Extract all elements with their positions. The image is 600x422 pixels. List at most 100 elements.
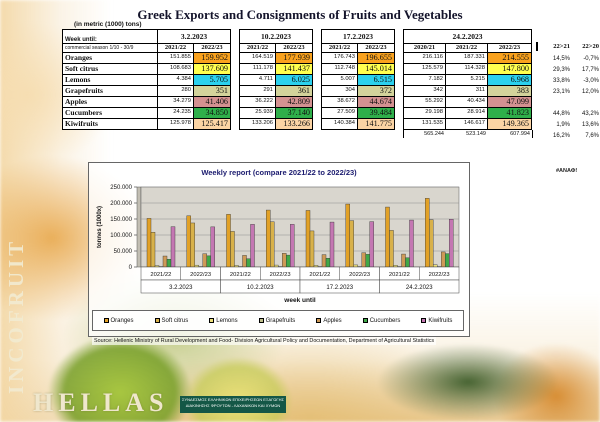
row-label: Lemons [62,74,158,86]
hellas-wordmark: HELLAS [33,388,169,417]
percent-row: 23,1% 12,0% [541,86,599,97]
value-cell: 108.683 [157,63,194,75]
percent-column: 14,5% -0,7% 29,3% 17,7% 33,8% -3,0% 23,1% 12,0%… [541,53,599,141]
pct-22-21: 1,9% [556,121,570,128]
chart-legend: Oranges Soft citrus Lemons Grapefruits Apple… [92,310,464,331]
table-gap [394,85,404,97]
pct-22-20: 17,7% [581,66,599,73]
svg-text:100.000: 100.000 [110,233,132,239]
table-gap [312,107,322,119]
season-header: 2021/22 [445,43,488,53]
value-cell: 4.711 [239,74,276,86]
value-cell-highlight: 42.809 [275,96,313,108]
table-row: Apples 34.279 41.406 36.222 42.809 38.672 44.6… [62,96,532,108]
percent-row: 44,8% 43,2% [541,108,599,119]
row-label: Cucumbers [62,107,158,119]
svg-text:200.000: 200.000 [110,201,132,207]
date-header: 3.2.2023 [157,29,231,44]
legend-label: Grapefruits [265,317,296,324]
table-gap [394,52,404,64]
pct-22-21: 44,8% [552,110,570,117]
pct-22-21: 14,5% [552,55,570,62]
table-gap [312,63,322,75]
percent-row: 14,5% -0,7% [541,53,599,64]
value-cell-highlight: 6.025 [275,74,313,86]
pct-22-20: 13,6% [581,121,599,128]
source-note: Source: Hellenic Ministry of Rural Devel… [92,337,437,345]
value-cell: 111.178 [239,63,276,75]
season-note: commercial season 1/10 - 30/9 [62,43,158,53]
legend-item: Oranges [103,318,134,324]
legend-item: Soft citrus [154,317,189,324]
value-cell: 7.182 [403,74,446,86]
lemons-swatch-icon [209,318,215,323]
table-gap [230,63,240,75]
table-gap [394,63,404,75]
value-cell-highlight: 41.823 [487,107,532,119]
value-cell: 112.748 [321,63,358,75]
table-row: Oranges 151.855 159.952 164.519 177.939 176.7… [62,52,532,64]
svg-text:2021/22: 2021/22 [389,272,410,278]
value-cell: 28.914 [445,107,488,119]
percent-row: 1,9% 13,6% [541,119,599,130]
table-row: Lemons 4.384 5.705 4.711 6.025 5.007 6.515 7.18… [62,74,532,86]
total-value: 523.149 [466,131,486,137]
table-gap [394,107,404,119]
svg-text:2021/22: 2021/22 [230,272,251,278]
soft-citrus-swatch-icon [154,318,160,323]
value-cell: 34.279 [157,96,194,108]
svg-text:0: 0 [129,265,133,271]
date-header: 17.2.2023 [321,29,395,44]
percent-row: 29,3% 17,7% [541,64,599,75]
value-cell: 151.855 [157,52,194,64]
bar-chart-plot: 0 50.000 100.000 150.000 200.000 250.000 tonne… [97,185,460,304]
grapefruits-swatch-icon [258,318,264,323]
value-cell-highlight: 44.674 [357,96,395,108]
association-name-box: ΣΥΝΔΕΣΜΟΣ ΕΛΛΗΝΙΚΩΝ ΕΠΙΧΕΙΡΗΣΕΩΝ ΕΞΑΓΩΓΗ… [180,396,286,413]
table-gap [394,43,404,53]
table-gap [312,52,322,64]
legend-label: Cucumbers [369,317,401,324]
value-cell: 176.743 [321,52,358,64]
value-cell-highlight: 141.775 [357,118,395,130]
value-cell: 5.007 [321,74,358,86]
season-header: 2020/21 [403,43,446,53]
value-cell-highlight: 125.417 [193,118,231,130]
value-cell-highlight: 177.939 [275,52,313,64]
value-cell: 291 [239,85,276,97]
table-gap [230,29,240,44]
value-cell-highlight: 39.484 [357,107,395,119]
table-row: Cucumbers 24.235 34.850 25.939 37.140 27.509 3… [62,107,532,119]
pct-22-20: -3,0% [583,77,599,84]
pct-22-21: 29,3% [552,66,570,73]
season-header: 2021/22 [321,43,358,53]
value-cell: 311 [445,85,488,97]
pct-total-22-21: 16,2% [552,132,570,139]
table-row: Soft citrus 108.683 137.609 111.178 141.437 1… [62,63,532,75]
svg-text:tonnes (1000x): tonnes (1000x) [97,206,103,248]
table-row: Grapefruits 280 351 291 361 304 372 342 311 383 [62,85,532,97]
value-cell-highlight: 159.952 [193,52,231,64]
value-cell-highlight: 41.406 [193,96,231,108]
table-gap [394,118,404,130]
table-gap [394,96,404,108]
value-cell-highlight: 145.014 [357,63,395,75]
season-header: 2021/22 [157,43,194,53]
value-cell: 280 [157,85,194,97]
value-cell-highlight: 196.655 [357,52,395,64]
percent-headers: 22>21 22>20 [536,42,599,51]
svg-text:17.2.2023: 17.2.2023 [326,285,353,291]
season-header: 2022/23 [193,43,231,53]
table-gap [230,96,240,108]
week-until-label: Week until: [62,29,158,44]
legend-label: Soft citrus [161,317,189,324]
percent-row [541,97,599,108]
total-value: 565.244 [424,131,444,137]
value-cell-highlight: 383 [487,85,532,97]
pct-22-20: 43,2% [581,110,599,117]
table-gap [230,43,240,53]
value-cell: 304 [321,85,358,97]
value-cell: 55.292 [403,96,446,108]
pct-header-22-20: 22>20 [582,43,599,50]
